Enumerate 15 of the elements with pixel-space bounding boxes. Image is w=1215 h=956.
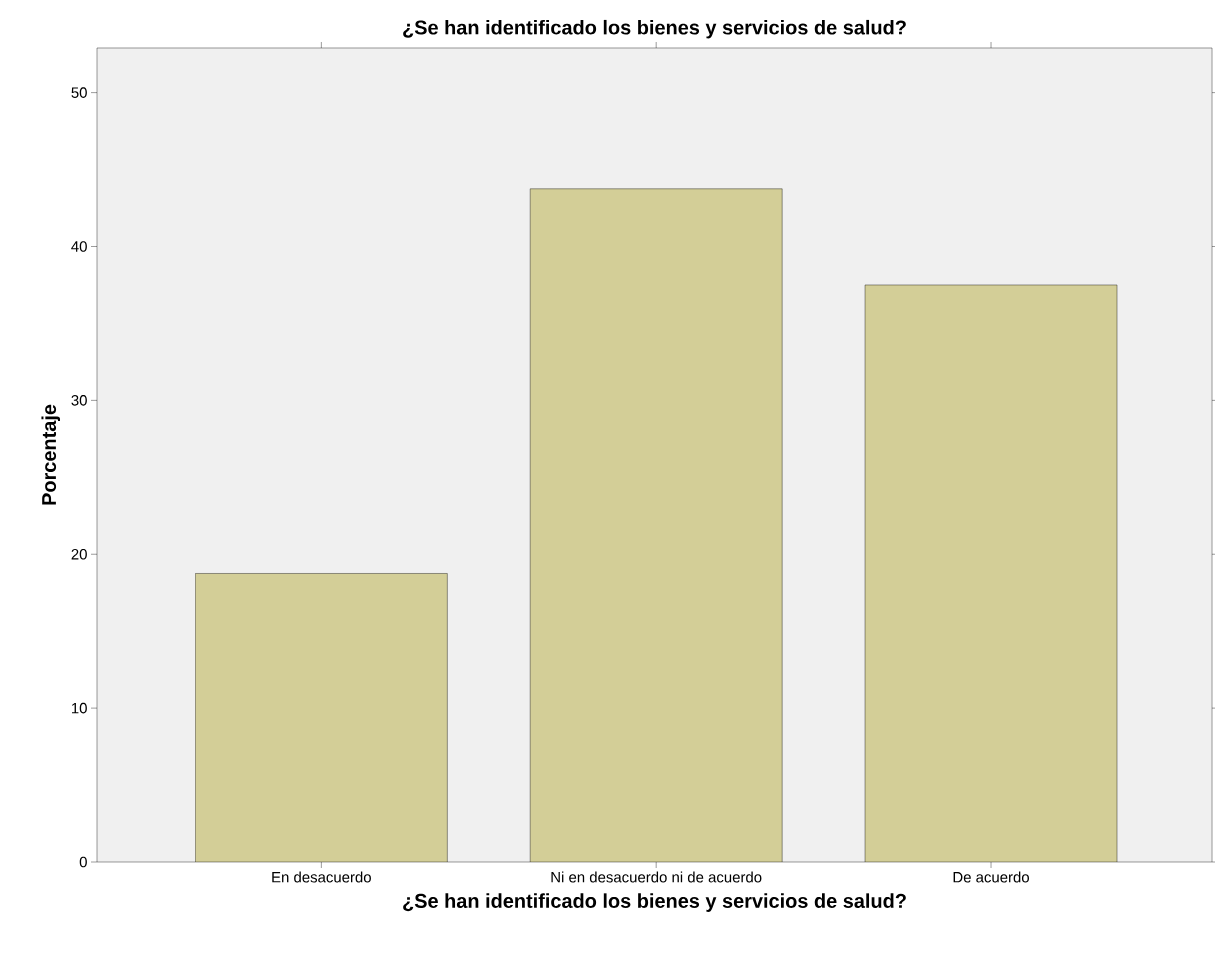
chart-title: ¿Se han identificado los bienes y servicios de salud? (403, 19, 906, 39)
y-tick-label: 30 (71, 395, 87, 406)
x-axis-title: ¿Se han identificado los bienes y servicios de salud? (403, 893, 906, 912)
x-tick-label: Ni en desacuerdo ni de acuerdo (551, 871, 762, 883)
x-tick-label: En desacuerdo (272, 871, 371, 883)
bar (530, 188, 783, 862)
y-tick-label: 0 (79, 856, 87, 868)
y-tick-label: 50 (71, 87, 87, 98)
y-tick-label: 20 (71, 548, 87, 560)
bar (864, 284, 1118, 862)
x-tick-label: De acuerdo (953, 871, 1029, 883)
y-tick-label: 40 (71, 241, 87, 252)
y-tick-label: 10 (72, 702, 87, 714)
bar (195, 573, 448, 862)
y-axis-title: Porcentaje (41, 404, 61, 505)
